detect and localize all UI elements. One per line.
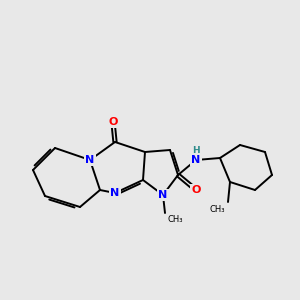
Text: O: O (108, 117, 118, 127)
Text: O: O (191, 185, 201, 195)
Text: N: N (158, 190, 168, 200)
Text: N: N (110, 188, 120, 198)
Text: CH₃: CH₃ (209, 205, 225, 214)
Text: N: N (85, 155, 94, 165)
Text: N: N (191, 155, 201, 165)
Text: CH₃: CH₃ (167, 215, 183, 224)
Text: H: H (192, 146, 200, 155)
